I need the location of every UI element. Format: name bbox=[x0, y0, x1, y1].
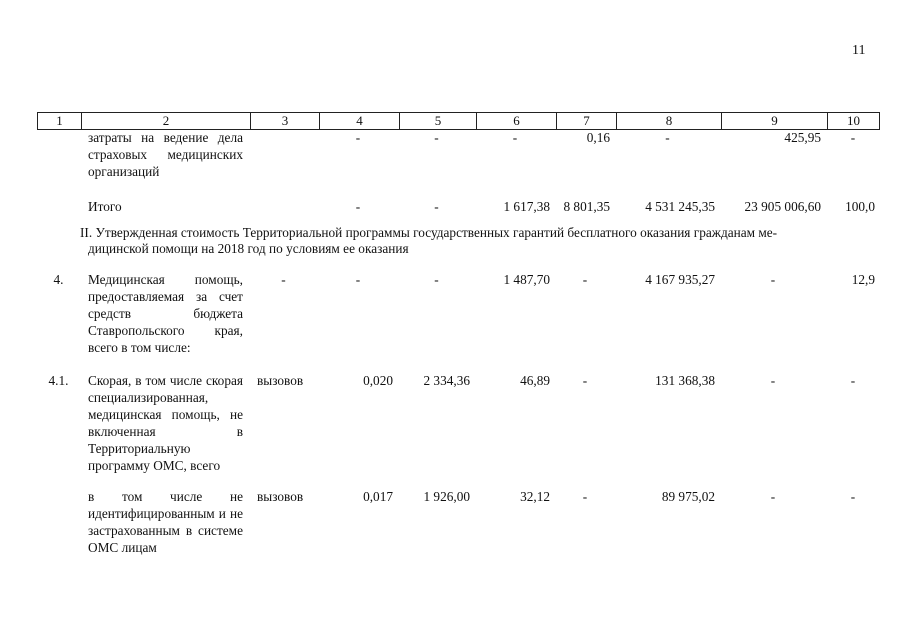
value-col5: - bbox=[434, 272, 439, 287]
table-header-row: 1 2 3 4 5 6 7 8 9 10 bbox=[37, 112, 880, 130]
column-header-2: 2 bbox=[81, 113, 250, 129]
value-col10: - bbox=[850, 489, 856, 504]
value-col9: - bbox=[770, 272, 776, 287]
unit: вызовов bbox=[257, 489, 304, 504]
value-col7: - bbox=[582, 373, 588, 388]
page-number: 11 bbox=[852, 43, 866, 58]
row-number: 4.1. bbox=[48, 373, 69, 388]
unit: - bbox=[281, 272, 286, 287]
value-col8: 4 531 245,35 bbox=[645, 199, 715, 214]
value-col4: - bbox=[355, 199, 361, 214]
column-header-10: 10 bbox=[827, 113, 879, 129]
value-col6: 1 617,38 bbox=[503, 199, 550, 214]
value-col5: 2 334,36 bbox=[423, 373, 470, 388]
value-col9: - bbox=[770, 489, 776, 504]
table-row: затраты на ведение дела страховых медици… bbox=[37, 129, 880, 180]
column-header-3: 3 bbox=[250, 113, 319, 129]
value-col6: 32,12 bbox=[520, 489, 550, 504]
column-header-4: 4 bbox=[319, 113, 399, 129]
row-number: 4. bbox=[53, 272, 64, 287]
value-col10: - bbox=[850, 130, 856, 145]
value-col7: - bbox=[582, 489, 588, 504]
value-col8: 131 368,38 bbox=[655, 373, 715, 388]
value-col9: 23 905 006,60 bbox=[744, 199, 821, 214]
row-number bbox=[37, 129, 80, 180]
value-col4: - bbox=[355, 272, 361, 287]
column-header-8: 8 bbox=[616, 113, 721, 129]
section-title: II. Утвержденная стоимость Территориальн… bbox=[80, 225, 875, 257]
value-col4: - bbox=[355, 130, 361, 145]
row-name: Медицинская помощь, предоставляемая за с… bbox=[88, 272, 243, 355]
value-col5: - bbox=[434, 130, 439, 145]
table-row: в том числе не идентифицированным и не з… bbox=[37, 488, 880, 556]
value-col7: - bbox=[582, 272, 588, 287]
column-header-9: 9 bbox=[721, 113, 827, 129]
column-header-5: 5 bbox=[399, 113, 476, 129]
unit: вызовов bbox=[257, 373, 304, 388]
value-col10: - bbox=[850, 373, 856, 388]
table-row: 4. Медицинская помощь, предоставляемая за… bbox=[37, 271, 880, 356]
value-col8: 89 975,02 bbox=[661, 489, 715, 504]
value-col10: 12,9 bbox=[851, 272, 875, 287]
value-col5: 1 926,00 bbox=[423, 489, 470, 504]
row-name: затраты на ведение дела страховых медици… bbox=[88, 130, 243, 179]
value-col5: - bbox=[434, 199, 439, 214]
row-name: Итого bbox=[88, 199, 122, 214]
value-col6: 1 487,70 bbox=[503, 272, 550, 287]
value-col7: 0,16 bbox=[586, 130, 610, 145]
section-title-line: дицинской помощи на 2018 год по условиям… bbox=[88, 241, 409, 256]
unit bbox=[249, 198, 318, 215]
column-header-6: 6 bbox=[476, 113, 556, 129]
section-title-line: II. Утвержденная стоимость Территориальн… bbox=[80, 225, 778, 240]
row-number bbox=[37, 198, 80, 215]
unit bbox=[249, 129, 318, 180]
row-name: Скорая, в том числе скорая специализиров… bbox=[88, 373, 243, 473]
value-col6: 46,89 bbox=[520, 373, 550, 388]
value-col10: 100,0 bbox=[845, 199, 875, 214]
row-number bbox=[37, 488, 80, 556]
table-row: 4.1. Скорая, в том числе скорая специализ… bbox=[37, 372, 880, 474]
value-col9: 425,95 bbox=[784, 130, 821, 145]
table-row-total: Итого - - 1 617,38 8 801,35 4 531 245,35 23 90… bbox=[37, 198, 880, 215]
value-col4: 0,020 bbox=[363, 373, 393, 388]
value-col9: - bbox=[770, 373, 776, 388]
value-col8: 4 167 935,27 bbox=[645, 272, 715, 287]
value-col4: 0,017 bbox=[363, 489, 393, 504]
value-col8: - bbox=[665, 130, 670, 145]
row-name: в том числе не идентифицированным и не з… bbox=[88, 489, 243, 555]
column-header-7: 7 bbox=[556, 113, 616, 129]
column-header-1: 1 bbox=[56, 113, 63, 128]
value-col6: - bbox=[512, 130, 518, 145]
value-col7: 8 801,35 bbox=[563, 199, 610, 214]
